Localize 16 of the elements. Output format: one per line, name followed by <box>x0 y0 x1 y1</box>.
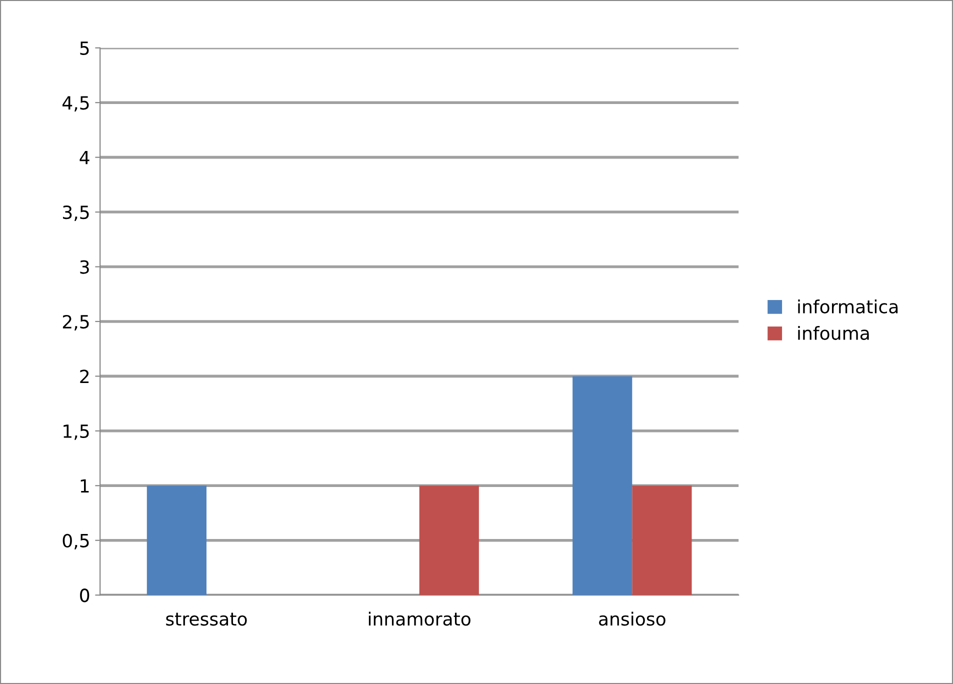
x-tick-label: stressato <box>166 612 247 626</box>
y-tick-label: 0 <box>80 588 90 602</box>
y-tick-label: 2 <box>80 370 89 384</box>
y-tick-label: 3,5 <box>63 206 89 221</box>
y-tick-label: 1 <box>80 479 89 492</box>
y-tick-label: 3 <box>80 260 89 274</box>
y-tick-label: 1,5 <box>64 424 89 440</box>
legend-label: infouma <box>798 326 869 340</box>
y-tick-label: 5 <box>80 42 89 55</box>
y-tick-label: 0,5 <box>62 534 89 550</box>
legend-label: informatica <box>798 299 898 314</box>
y-tick-label: 2,5 <box>62 314 89 330</box>
y-tick-label: 4 <box>80 151 90 164</box>
x-tick-label: ansioso <box>599 612 666 626</box>
x-tick-label: innamorato <box>368 612 470 626</box>
y-tick-label: 4,5 <box>62 96 89 112</box>
